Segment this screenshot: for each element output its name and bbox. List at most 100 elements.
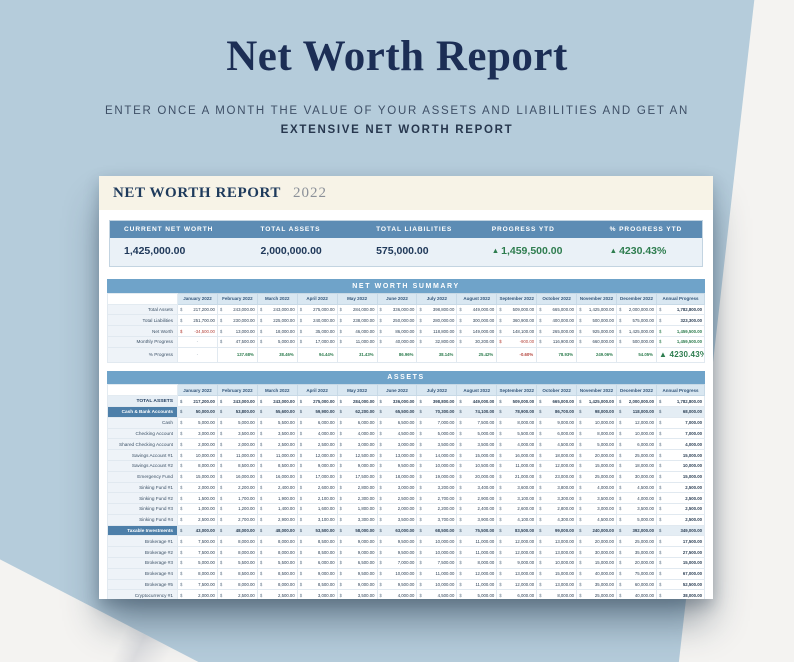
cell[interactable]: $7,500.00	[177, 546, 218, 558]
cell[interactable]: $ -34,500.00	[177, 325, 218, 338]
cell[interactable]: $13,000.00	[216, 325, 258, 338]
cell[interactable]: $284,000.00	[336, 395, 378, 408]
cell[interactable]: $2,500.00	[656, 481, 705, 494]
cell[interactable]: $25,000.00	[615, 449, 658, 461]
row-label[interactable]: Emergency Fund	[107, 470, 178, 483]
cell[interactable]: $323,300.00	[656, 314, 705, 327]
cell[interactable]: $265,000.00	[536, 325, 578, 338]
cell[interactable]: $6,500.00	[336, 557, 378, 569]
cell[interactable]: $4,000.00	[656, 438, 705, 451]
cell[interactable]: $5,000.00	[576, 438, 617, 451]
cell[interactable]: $118,800.00	[416, 325, 458, 338]
cell[interactable]: $3,200.00	[416, 481, 458, 494]
cell[interactable]: $17,000.00	[296, 470, 338, 483]
cell[interactable]: $2,500.00	[656, 513, 705, 526]
cell[interactable]: $3,500.00	[615, 503, 658, 515]
cell[interactable]: $7,500.00	[177, 535, 218, 548]
cell[interactable]: $243,000.00	[216, 395, 258, 408]
cell[interactable]: $2,500.00	[656, 492, 705, 505]
cell[interactable]: $83,500.00	[496, 524, 538, 537]
cell[interactable]: $2,400.00	[256, 481, 298, 494]
row-label[interactable]: Brokerage #2	[107, 546, 178, 558]
cell[interactable]: $6,000.00	[296, 557, 338, 569]
cell[interactable]: $20,000.00	[456, 470, 498, 483]
cell[interactable]: $7,500.00	[456, 416, 498, 429]
cell[interactable]: $1,459,500.00	[656, 325, 705, 338]
cell[interactable]: $8,500.00	[296, 535, 338, 548]
cell[interactable]: $12,000.00	[296, 449, 338, 461]
cell[interactable]: $3,000.00	[177, 427, 218, 440]
cell[interactable]: $300,000.00	[456, 314, 498, 327]
cell[interactable]: $46,000.00	[336, 325, 378, 338]
cell[interactable]: $11,000.00	[256, 449, 298, 461]
cell[interactable]: 25.42%	[456, 346, 498, 363]
cell[interactable]: $5,500.00	[256, 557, 298, 569]
cell[interactable]: $3,300.00	[336, 513, 378, 526]
cell[interactable]: $8,000.00	[256, 578, 298, 591]
cell[interactable]: $15,000.00	[656, 557, 705, 569]
cell[interactable]: $15,000.00	[576, 557, 617, 569]
cell[interactable]: $12,000.00	[456, 567, 498, 580]
cell[interactable]: $11,000.00	[496, 459, 538, 472]
column-header[interactable]: March 2022	[256, 292, 298, 305]
cell[interactable]: $336,000.00	[376, 395, 418, 408]
cell[interactable]: $5,000.00	[416, 427, 458, 440]
cell[interactable]: $12,000.00	[496, 578, 538, 591]
cell[interactable]: $18,000.00	[376, 470, 418, 483]
column-header[interactable]: May 2022	[336, 384, 378, 397]
cell[interactable]: $1,200.00	[216, 503, 258, 515]
cell[interactable]: $4,000.00	[336, 427, 378, 440]
cell[interactable]: $10,000.00	[576, 416, 617, 429]
cell[interactable]: $9,000.00	[296, 567, 338, 580]
cell[interactable]: 38.46%	[256, 346, 298, 363]
cell[interactable]: $11,000.00	[336, 336, 378, 348]
cell[interactable]: $660,000.00	[576, 336, 617, 348]
cell[interactable]: $6,000.00	[296, 416, 338, 429]
cell[interactable]: $5,500.00	[216, 557, 258, 569]
cell[interactable]: $17,000.00	[296, 336, 338, 348]
row-label[interactable]: Cash & Bank Accounts	[107, 406, 178, 418]
cell[interactable]: $449,000.00	[456, 303, 498, 316]
column-header[interactable]: November 2022	[576, 384, 617, 397]
cell[interactable]: $70,300.00	[416, 406, 458, 418]
cell[interactable]: $250,000.00	[376, 314, 418, 327]
row-label[interactable]: Taxable Investments	[107, 524, 178, 537]
cell[interactable]: $3,600.00	[496, 481, 538, 494]
column-header[interactable]: August 2022	[456, 292, 498, 305]
cell[interactable]: $3,000.00	[376, 438, 418, 451]
row-label[interactable]: Sinking Fund #4	[107, 513, 178, 526]
cell[interactable]: $32,800.00	[416, 336, 458, 348]
cell[interactable]: $98,000.00	[576, 406, 617, 418]
cell[interactable]: $2,300.00	[336, 492, 378, 505]
cell[interactable]: $3,000.00	[576, 503, 617, 515]
cell[interactable]: $500,000.00	[576, 314, 617, 327]
cell[interactable]: $9,000.00	[336, 535, 378, 548]
cell[interactable]: $16,000.00	[496, 449, 538, 461]
cell[interactable]: $20,000.00	[576, 449, 617, 461]
cell[interactable]: $10,000.00	[536, 557, 578, 569]
cell[interactable]: $74,100.00	[456, 406, 498, 418]
corner-cell[interactable]	[107, 292, 178, 305]
cell[interactable]: $40,000.00	[615, 589, 658, 599]
cell[interactable]: $1,900.00	[256, 492, 298, 505]
column-header[interactable]: October 2022	[536, 384, 578, 397]
cell[interactable]: $2,200.00	[416, 503, 458, 515]
cell[interactable]: $11,000.00	[456, 546, 498, 558]
cell[interactable]: $5,000.00	[615, 513, 658, 526]
row-label[interactable]: Savings Account #1	[107, 449, 178, 461]
cell[interactable]: $2,500.00	[256, 589, 298, 599]
column-header[interactable]: April 2022	[296, 292, 338, 305]
column-header[interactable]: Annual Progress	[656, 384, 705, 397]
row-label[interactable]: Cryptocurrency #1	[107, 589, 178, 599]
cell[interactable]: $10,000.00	[177, 449, 218, 461]
cell[interactable]: $5,000.00	[456, 589, 498, 599]
cell[interactable]: $75,500.00	[456, 524, 498, 537]
cell[interactable]: $8,000.00	[177, 567, 218, 580]
cell[interactable]: $8,000.00	[216, 578, 258, 591]
cell[interactable]: $8,500.00	[296, 546, 338, 558]
cell[interactable]: $9,500.00	[376, 459, 418, 472]
cell[interactable]: $665,000.00	[536, 395, 578, 408]
cell[interactable]: $7,000.00	[656, 427, 705, 440]
cell[interactable]: 78.93%	[536, 346, 578, 363]
cell[interactable]: $243,000.00	[256, 303, 298, 316]
